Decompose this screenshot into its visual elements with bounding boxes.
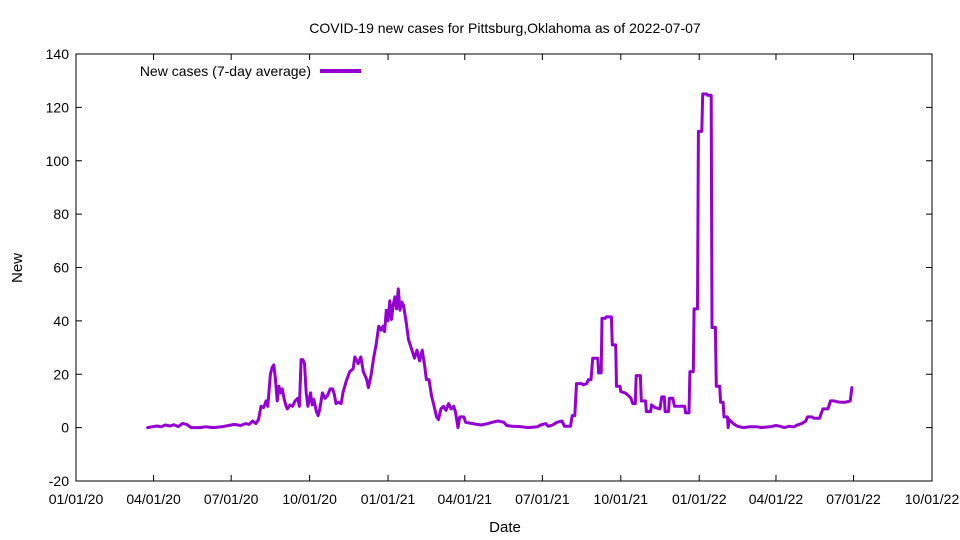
x-tick-label: 10/01/21	[594, 491, 649, 507]
legend: New cases (7-day average)	[140, 63, 361, 79]
y-tick-label: 100	[46, 153, 70, 169]
x-axis-label: Date	[489, 519, 521, 536]
x-tick-label: 10/01/20	[282, 491, 337, 507]
y-tick-label: 20	[53, 366, 69, 382]
series-line	[146, 92, 854, 430]
x-tick-label: 04/01/22	[749, 491, 804, 507]
x-axis: 01/01/20 04/01/20 07/01/20 10/01/20 01/01/21…	[49, 54, 960, 507]
legend-label: New cases (7-day average)	[140, 63, 311, 79]
plot-frame	[75, 53, 933, 482]
y-axis: -20 0 20 40 60 80 100 120 140	[46, 46, 932, 489]
y-tick-label: -20	[49, 473, 69, 489]
x-tick-label: 04/01/21	[438, 491, 493, 507]
x-tick-label: 10/01/22	[905, 491, 960, 507]
y-tick-label: 80	[53, 206, 69, 222]
y-tick-label: 140	[46, 46, 70, 62]
x-tick-label: 01/01/20	[49, 491, 104, 507]
x-tick-label: 04/01/20	[126, 491, 181, 507]
y-tick-label: 40	[53, 313, 69, 329]
x-tick-label: 01/01/21	[361, 491, 416, 507]
chart-title: COVID-19 new cases for Pittsburg,Oklahom…	[309, 20, 701, 36]
x-tick-label: 07/01/22	[826, 491, 881, 507]
y-tick-label: 120	[46, 99, 70, 115]
y-tick-label: 60	[53, 260, 69, 276]
y-axis-label: New	[9, 253, 26, 283]
y-tick-label: 0	[61, 420, 69, 436]
x-tick-label: 01/01/22	[672, 491, 727, 507]
x-tick-label: 07/01/20	[204, 491, 259, 507]
x-tick-label: 07/01/21	[515, 491, 570, 507]
